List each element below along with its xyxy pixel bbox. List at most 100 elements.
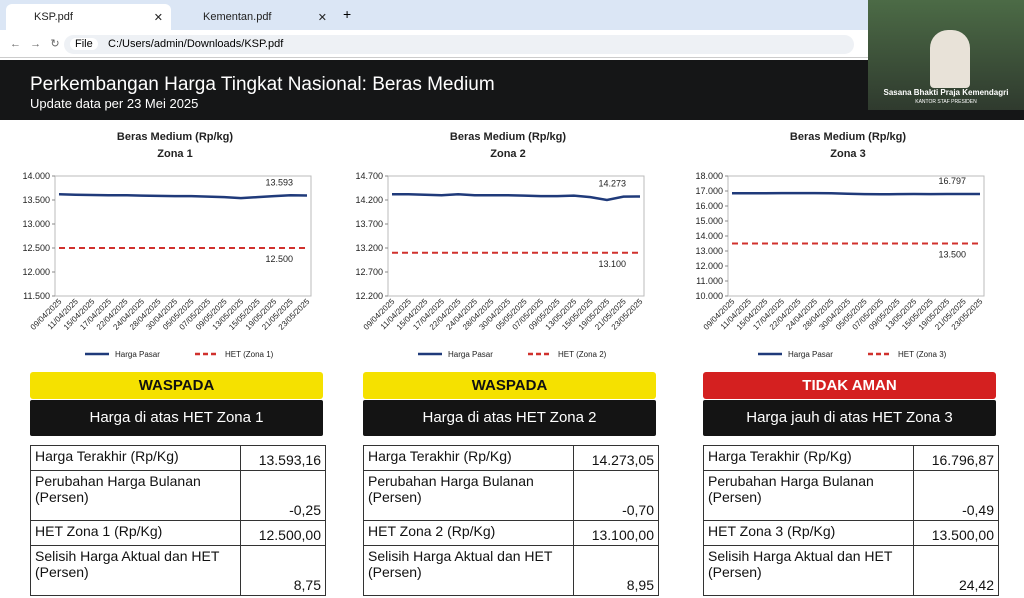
new-tab[interactable]: + [343,6,352,22]
legend-label: Harga Pasar [115,350,160,359]
panel: Beras Medium (Rp/kg) Zona 3 10.000 11.000 12… [688,122,1018,598]
chart: Beras Medium (Rp/kg) Zona 3 10.000 11.000 12… [695,131,984,359]
legend-label: Harga Pasar [448,350,493,359]
y-tick-label: 14.700 [355,171,383,181]
row-value: 13.593,16 [240,445,326,471]
video-subcaption: KANTOR STAF PRESIDEN [915,99,977,105]
table-row: Selisih Harga Aktual dan HET (Persen) 8,7… [30,545,326,596]
y-tick-label: 11.000 [696,276,723,286]
chart-title: Beras Medium (Rp/kg) [450,131,566,143]
table-row: Selisih Harga Aktual dan HET (Persen) 24,… [703,545,999,596]
y-tick-label: 18.000 [695,171,723,181]
y-tick-label: 14.000 [22,171,50,181]
tab[interactable]: KSP.pdf ✕ [6,4,171,30]
table-row: Harga Terakhir (Rp/Kg) 14.273,05 [363,445,659,471]
y-tick-label: 12.200 [355,291,383,301]
chart-subtitle: Zona 3 [830,148,865,160]
y-tick-label: 13.500 [22,195,50,205]
legend-label: Harga Pasar [788,350,833,359]
table-row: Selisih Harga Aktual dan HET (Persen) 8,9… [363,545,659,596]
summary-table: Harga Terakhir (Rp/Kg) 16.796,87 Perubahan… [703,445,999,596]
table-row: Harga Terakhir (Rp/Kg) 16.796,87 [703,445,999,471]
summary-table: Harga Terakhir (Rp/Kg) 13.593,16 Perubahan… [30,445,326,596]
data-label: 16.797 [938,176,966,186]
row-label: Perubahan Harga Bulanan (Persen) [703,470,914,521]
row-label: Harga Terakhir (Rp/Kg) [30,445,241,471]
y-tick-label: 11.500 [23,291,50,301]
row-label: Selisih Harga Aktual dan HET (Persen) [30,545,241,596]
y-tick-label: 13.200 [355,243,383,253]
chart: Beras Medium (Rp/kg) Zona 1 11.500 12.000 12… [22,131,312,359]
status-banner: WASPADA [363,372,656,399]
url-field[interactable]: File C:/Users/admin/Downloads/KSP.pdf [64,35,854,54]
y-tick-label: 14.200 [355,195,383,205]
row-value: 8,95 [573,545,659,596]
y-tick-label: 13.700 [355,219,383,229]
row-value: -0,49 [913,470,999,521]
status-note: Harga di atas HET Zona 1 [30,400,323,436]
y-tick-label: 12.700 [355,267,383,277]
chart-subtitle: Zona 1 [157,148,192,160]
status-note: Harga jauh di atas HET Zona 3 [703,400,996,436]
legend-label: HET (Zona 3) [898,350,947,359]
chart-title: Beras Medium (Rp/kg) [117,131,233,143]
y-tick-label: 13.000 [22,219,50,229]
table-row: Perubahan Harga Bulanan (Persen) -0,25 [30,470,326,521]
table-row: HET Zona 3 (Rp/Kg) 13.500,00 [703,520,999,546]
row-label: Perubahan Harga Bulanan (Persen) [30,470,241,521]
table-row: Perubahan Harga Bulanan (Persen) -0,70 [363,470,659,521]
legend-label: HET (Zona 2) [558,350,607,359]
line-series [392,192,641,202]
slide-header: Perkembangan Harga Tingkat Nasional: Ber… [0,60,1024,120]
row-value: 13.500,00 [913,520,999,546]
row-label: HET Zona 3 (Rp/Kg) [703,520,914,546]
row-label: Harga Terakhir (Rp/Kg) [703,445,914,471]
line-series [58,192,308,200]
tab[interactable]: Kementan.pdf ✕ [203,11,327,24]
url: C:/Users/admin/Downloads/KSP.pdf [108,38,284,50]
y-tick-label: 10.000 [695,291,723,301]
tab-bar: KSP.pdf ✕ Kementan.pdf ✕ + [0,0,1024,30]
video-overlay: Sasana Bhakti Praja Kemendagri KANTOR ST… [868,0,1024,110]
data-label: 12.500 [265,254,293,264]
row-value: 8,75 [240,545,326,596]
line-series [732,191,981,196]
slide-title: Perkembangan Harga Tingkat Nasional: Ber… [30,74,495,95]
y-tick-label: 13.000 [695,246,723,256]
row-value: 12.500,00 [240,520,326,546]
chart-title: Beras Medium (Rp/kg) [790,131,906,143]
tab-title: Kementan.pdf [203,11,272,23]
status-banner: WASPADA [30,372,323,399]
tab-title: KSP.pdf [34,11,73,23]
chart: Beras Medium (Rp/kg) Zona 2 12.200 12.700 13… [355,131,644,359]
y-tick-label: 12.500 [22,243,50,253]
row-label: Selisih Harga Aktual dan HET (Persen) [703,545,914,596]
y-tick-label: 17.000 [695,186,723,196]
status-banner: TIDAK AMAN [703,372,996,399]
y-tick-label: 14.000 [695,231,723,241]
slide-subtitle: Update data per 23 Mei 2025 [30,96,199,111]
status-note: Harga di atas HET Zona 2 [363,400,656,436]
table-row: HET Zona 2 (Rp/Kg) 13.100,00 [363,520,659,546]
table-row: Perubahan Harga Bulanan (Persen) -0,49 [703,470,999,521]
table-row: HET Zona 1 (Rp/Kg) 12.500,00 [30,520,326,546]
row-label: Harga Terakhir (Rp/Kg) [363,445,574,471]
video-caption: Sasana Bhakti Praja Kemendagri [883,88,1009,97]
row-value: 24,42 [913,545,999,596]
row-value: 14.273,05 [573,445,659,471]
row-value: -0,70 [573,470,659,521]
row-label: Perubahan Harga Bulanan (Persen) [363,470,574,521]
row-value: -0,25 [240,470,326,521]
address-bar: ← → ↻ File C:/Users/admin/Downloads/KSP.… [0,30,1024,58]
summary-table: Harga Terakhir (Rp/Kg) 14.273,05 Perubahan… [363,445,659,596]
legend-label: HET (Zona 1) [225,350,274,359]
y-tick-label: 16.000 [695,201,723,211]
table-row: Harga Terakhir (Rp/Kg) 13.593,16 [30,445,326,471]
row-value: 16.796,87 [913,445,999,471]
panel: Beras Medium (Rp/kg) Zona 1 11.500 12.000 12… [15,122,345,598]
row-label: HET Zona 1 (Rp/Kg) [30,520,241,546]
plot-frame [54,175,312,297]
y-tick-label: 12.000 [22,267,50,277]
data-label: 13.100 [598,259,626,269]
